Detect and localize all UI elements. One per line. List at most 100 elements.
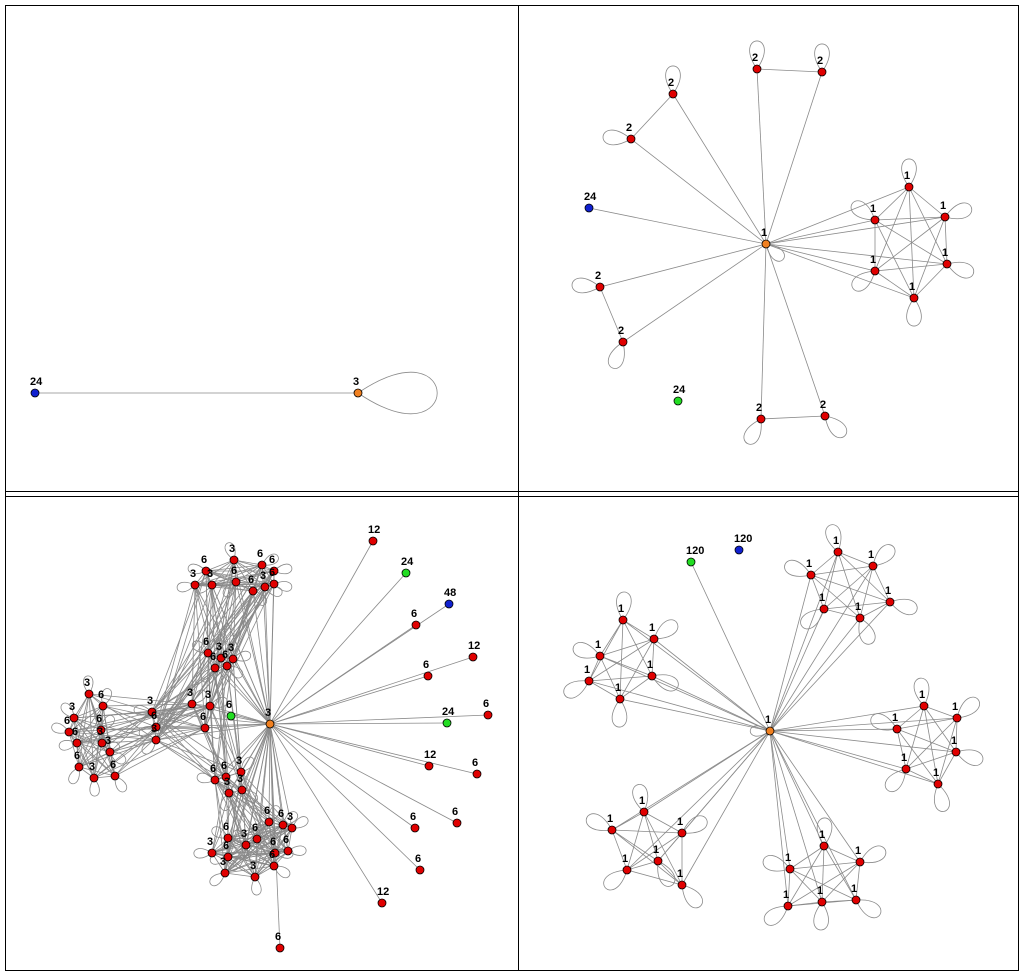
graph-node	[278, 820, 288, 830]
node-label: 6	[248, 574, 254, 586]
edge	[269, 723, 458, 824]
graph-node	[368, 536, 378, 546]
node-label: 6	[472, 757, 478, 769]
edge	[874, 216, 946, 272]
graph-node	[785, 864, 795, 874]
node-label: 3	[147, 695, 153, 707]
edge	[191, 559, 235, 705]
edge	[225, 776, 229, 839]
graph-node	[30, 388, 40, 398]
graph-node	[622, 865, 632, 875]
node-label: 6	[210, 763, 216, 775]
edge	[225, 776, 258, 840]
node-label: 1	[892, 712, 898, 724]
self-loop	[200, 667, 216, 683]
edge	[626, 832, 683, 871]
edge	[194, 559, 235, 586]
edge	[243, 723, 271, 859]
edge	[769, 717, 958, 732]
self-loop	[191, 640, 209, 654]
edge	[76, 742, 111, 753]
self-loop	[681, 884, 703, 909]
self-loop	[51, 722, 70, 734]
node-label: 3	[229, 543, 235, 555]
graph-node	[423, 671, 433, 681]
edge	[268, 723, 271, 823]
edge	[855, 861, 861, 901]
node-label: 1	[904, 170, 910, 182]
graph-node	[264, 817, 274, 827]
edge	[240, 771, 276, 854]
edge	[756, 68, 823, 73]
edge	[227, 856, 275, 867]
node-label: 1	[649, 622, 655, 634]
edge	[837, 551, 874, 567]
edge	[155, 727, 206, 741]
self-loop	[813, 901, 829, 931]
node-label: 3	[105, 735, 111, 747]
node-label: 1	[870, 254, 876, 266]
node-label: 1	[785, 852, 791, 864]
node-label: 3	[250, 860, 256, 872]
edge	[207, 581, 237, 654]
graph-node	[483, 710, 493, 720]
graph-node	[806, 570, 816, 580]
self-loop	[602, 129, 632, 146]
edge	[619, 619, 624, 700]
node-label: 120	[734, 533, 752, 545]
edge	[233, 559, 263, 566]
node-label: 2	[595, 270, 601, 282]
node-label: 6	[231, 565, 237, 577]
edge	[823, 608, 861, 619]
edge	[68, 729, 102, 733]
edge	[228, 723, 271, 794]
node-label: 6	[201, 554, 207, 566]
edge	[874, 270, 915, 299]
edge	[88, 693, 153, 713]
edge	[787, 861, 861, 907]
self-loop	[657, 860, 676, 887]
edge	[787, 868, 791, 907]
self-loop	[215, 639, 227, 659]
self-loop	[681, 815, 708, 834]
self-loop	[749, 40, 765, 70]
edge	[151, 711, 271, 725]
panel-top-right: 1 2 2 2 2 24 2 2 24 2 2 1 1 1 1 1 1	[571, 40, 975, 445]
edge	[787, 845, 825, 907]
edge	[88, 693, 157, 741]
edge	[207, 652, 271, 725]
edge	[937, 751, 957, 785]
node-label: 1	[584, 664, 590, 676]
edge	[823, 845, 857, 901]
edge	[810, 551, 839, 576]
edge	[214, 667, 271, 725]
self-loop	[222, 581, 237, 598]
self-loop	[114, 775, 128, 793]
edge	[109, 711, 153, 753]
graph-node	[615, 694, 625, 704]
node-label: 6	[226, 699, 232, 711]
self-loop	[191, 689, 207, 705]
node-label: 6	[483, 698, 489, 710]
graph-node	[228, 654, 238, 664]
nodes: 1 2 2 2 2 24 2 2 24 2 2 1 1 1 1 1 1	[584, 52, 952, 424]
edge	[769, 617, 861, 732]
edge	[908, 186, 946, 218]
edge	[765, 71, 823, 245]
edge	[769, 730, 823, 903]
self-loop	[616, 591, 632, 621]
node-label: 3	[228, 642, 234, 654]
self-loop	[855, 899, 882, 919]
self-loop	[209, 872, 226, 887]
graph-node	[187, 699, 197, 709]
node-label: 1	[819, 829, 825, 841]
edge	[227, 838, 258, 858]
node-label: 1	[933, 767, 939, 779]
self-loop	[906, 297, 922, 327]
node-label: 3	[353, 376, 359, 388]
graph-node	[69, 713, 79, 723]
edge	[269, 723, 478, 775]
node-label: 3	[190, 568, 196, 580]
node-label: 3	[287, 811, 293, 823]
self-loop	[220, 792, 231, 811]
